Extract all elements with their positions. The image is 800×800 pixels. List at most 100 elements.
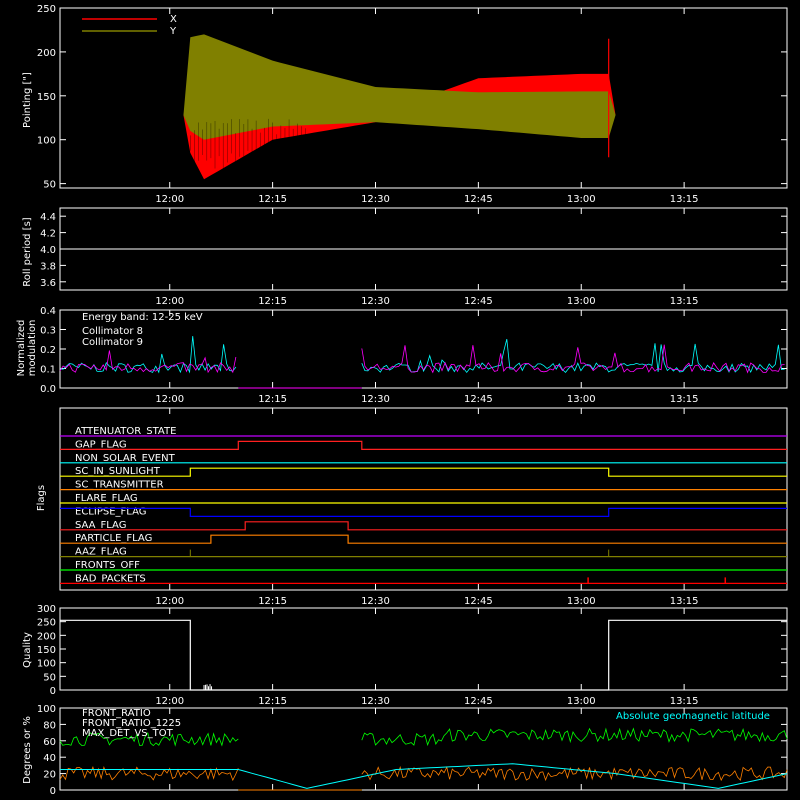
flag-label-particle-flag: PARTICLE_FLAG [75,533,152,544]
modulation-ylabel-line1: Normalized [16,320,27,377]
quality-xtick-label: 12:30 [361,696,390,707]
max-det-vs-tot-series [59,766,239,782]
flag-label-saa-flag: SAA_FLAG [75,520,126,531]
geomag-ytick-label: 20 [43,770,56,781]
quality-xtick-label: 12:45 [464,696,493,707]
pointing-ytick-label: 50 [43,180,56,191]
pointing-xtick-label: 12:15 [258,194,287,205]
geomag-frame [59,707,788,791]
flags-xtick-label: 12:00 [155,596,184,607]
geomag-ytick-label: 100 [37,704,56,715]
roll-xtick-label: 13:00 [567,296,596,307]
modulation-legend-collimator-9: Collimator 9 [82,337,143,348]
roll-ylabel: Roll period [s] [22,217,33,286]
flag-label-gap-flag: GAP_FLAG [75,439,127,450]
flag-label-sc-transmitter: SC_TRANSMITTER [75,480,164,491]
pointing-xtick-label: 13:15 [670,194,699,205]
roll-xtick-label: 13:15 [670,296,699,307]
geomag-ytick-label: 40 [43,753,56,764]
roll-xtick-label: 12:00 [155,296,184,307]
collimator-9-series [361,344,785,374]
flag-line-saa-flag [60,521,787,531]
quality-ytick-label: 0 [50,686,56,697]
flags-xtick-label: 12:30 [361,596,390,607]
roll-xtick-label: 12:45 [464,296,493,307]
roll-ytick-label: 3.8 [40,261,56,272]
pointing-ytick-label: 250 [37,4,56,15]
quality-ytick-label: 150 [37,645,56,656]
collimator-8-series [361,339,785,374]
pointing-xtick-label: 12:45 [464,194,493,205]
front-ratio-1225-series [361,727,788,747]
pointing-ytick-label: 200 [37,48,56,59]
pointing-xtick-label: 12:00 [155,194,184,205]
geomag-legend-front-ratio-1225: FRONT_RATIO_1225 [82,718,181,729]
modulation-xtick-label: 12:30 [361,394,390,405]
geomag-legend-max-det-vs-tot: MAX_DET_VS_TOT [82,728,174,739]
modulation-xtick-label: 12:45 [464,394,493,405]
pointing-legend-label-x: X [170,14,177,25]
geomagnetic-latitude-line [60,763,788,789]
modulation-ytick-label: 0.0 [40,384,56,395]
flag-line-gap-flag [60,440,787,450]
pointing-frame [59,7,788,189]
roll-xtick-label: 12:30 [361,296,390,307]
quality-ylabel: Quality [22,632,33,668]
flag-label-flare-flag: FLARE_FLAG [75,493,138,504]
flag-label-sc-in-sunlight: SC_IN_SUNLIGHT [75,466,161,477]
pointing-ytick-label: 150 [37,92,56,103]
modulation-xtick-label: 12:15 [258,394,287,405]
quality-xtick-label: 12:00 [155,696,184,707]
max-det-vs-tot-series [361,765,788,782]
pointing-ylabel: Pointing ["] [22,72,33,128]
modulation-ytick-label: 0.2 [40,345,56,356]
modulation-legend-collimator-8: Collimator 8 [82,326,143,337]
flag-line-sc-in-sunlight [60,467,787,477]
roll-ytick-label: 4.4 [40,212,56,223]
flag-label-eclipse-flag: ECLIPSE_FLAG [75,506,146,517]
flag-label-non-solar-event: NON_SOLAR_EVENT [75,453,176,464]
quality-ytick-label: 250 [37,618,56,629]
roll-xtick-label: 12:15 [258,296,287,307]
modulation-xtick-label: 12:00 [155,394,184,405]
flag-label-aaz-flag: AAZ_FLAG [75,547,127,558]
modulation-ytick-label: 0.3 [40,326,56,337]
flags-xtick-label: 12:15 [258,596,287,607]
modulation-xtick-label: 13:15 [670,394,699,405]
flag-line-particle-flag [60,534,787,544]
pointing-legend-label-y: Y [169,26,177,37]
flags-ylabel: Flags [36,485,47,511]
roll-ytick-label: 4.2 [40,229,56,240]
roll-ytick-label: 3.6 [40,278,56,289]
modulation-ytick-label: 0.1 [40,365,56,376]
pointing-y-envelope [60,34,787,140]
geomag-ytick-label: 80 [43,720,56,731]
quality-line [60,619,787,691]
modulation-ytick-label: 0.4 [40,306,56,317]
quality-ytick-label: 300 [37,604,56,615]
pointing-xtick-label: 12:30 [361,194,390,205]
geomag-ytick-label: 60 [43,737,56,748]
quality-xtick-label: 13:15 [670,696,699,707]
flag-label-fronts-off: FRONTS_OFF [75,560,140,571]
geomag-ylabel: Degrees or % [22,716,33,784]
quality-ytick-label: 100 [37,659,56,670]
flags-frame [59,407,788,591]
quality-xtick-label: 13:00 [567,696,596,707]
modulation-ylabel-line2: modulation [27,320,38,377]
flags-xtick-label: 12:45 [464,596,493,607]
pointing-xtick-label: 13:00 [567,194,596,205]
geomag-legend-front-ratio: FRONT_RATIO [82,708,151,719]
quality-ytick-label: 200 [37,631,56,642]
roll-ytick-label: 4.0 [40,245,56,256]
flags-xtick-label: 13:00 [567,596,596,607]
collimator-9-series [59,350,237,374]
quality-ytick-label: 50 [43,672,56,683]
geomag-right-label: Absolute geomagnetic latitude [616,711,770,722]
flags-xtick-label: 13:15 [670,596,699,607]
energy-band-label: Energy band: 12-25 keV [82,312,203,323]
geomag-ytick-label: 0 [50,786,56,797]
flag-line-eclipse-flag [60,507,787,517]
